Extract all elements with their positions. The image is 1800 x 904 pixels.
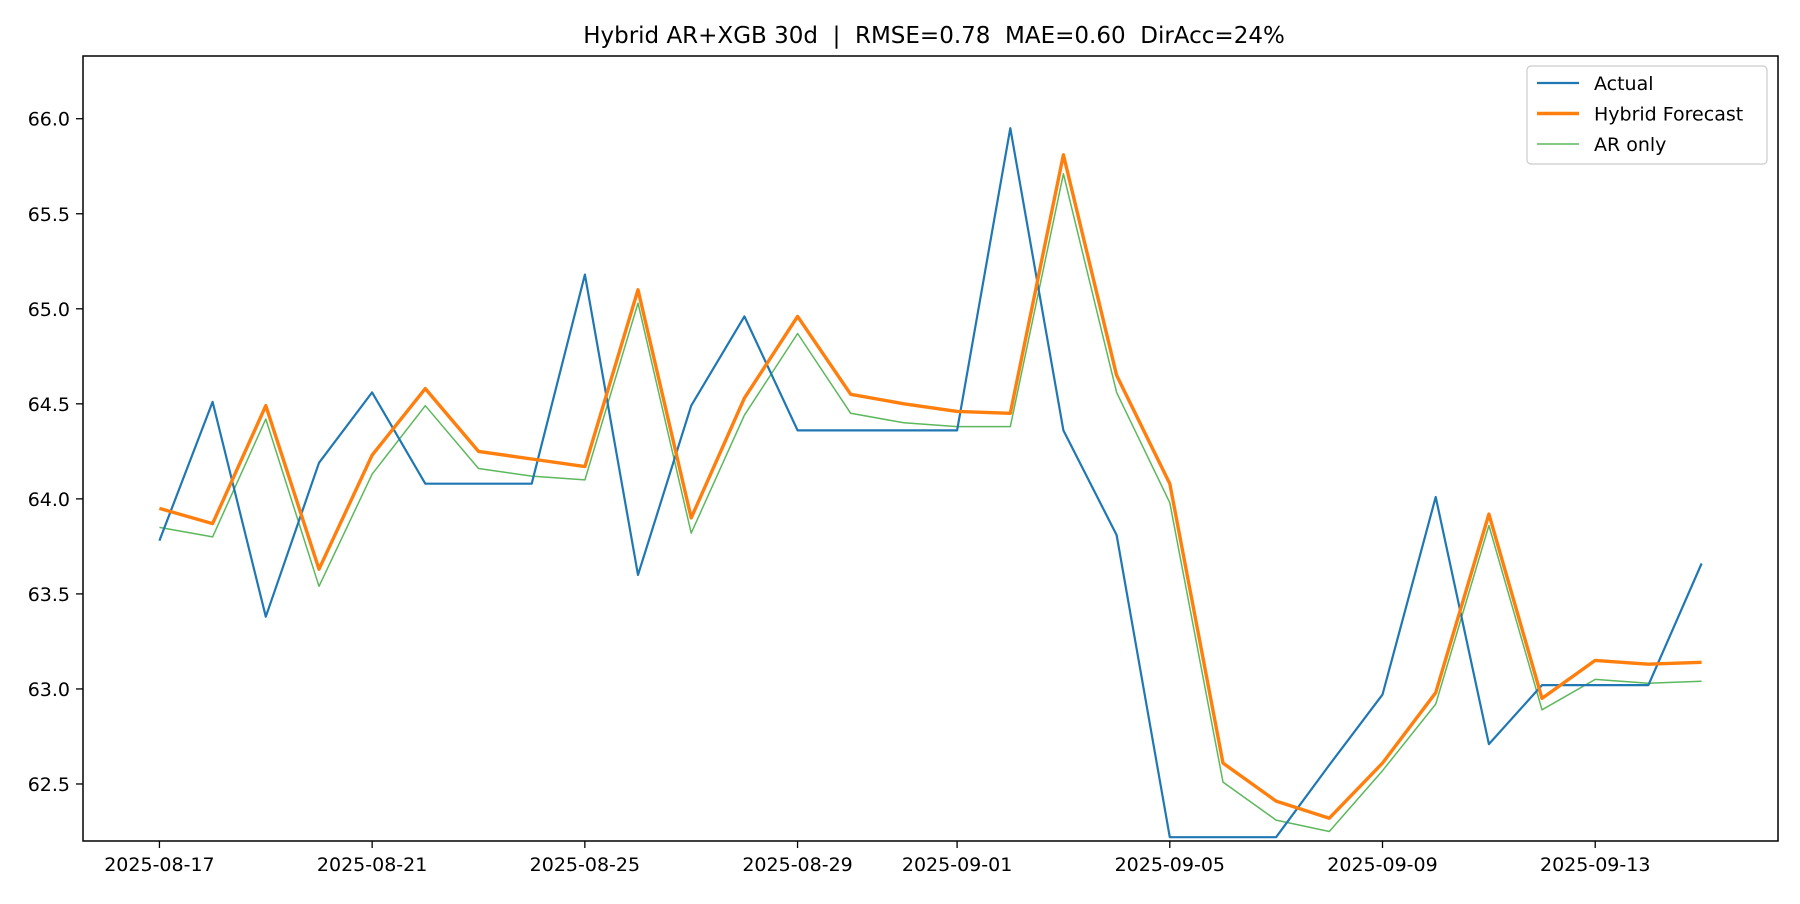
series-line-actual [158,127,1703,839]
legend-box [1526,65,1768,165]
plot-area-frame [82,55,1779,842]
y-tick-label: 62.5 [28,774,70,796]
x-tick-label: 2025-09-05 [1115,854,1225,876]
series-line-ar-only [159,173,1702,833]
axes: 2025-08-17 2025-08-21 2025-08-25 2025-08-29… [28,109,1651,876]
legend-label-hybrid-forecast: Hybrid Forecast [1594,104,1743,126]
x-tick-label: 2025-08-21 [317,854,427,876]
x-tick-label: 2025-09-01 [902,854,1012,876]
series-lines [158,127,1703,839]
x-tick-label: 2025-08-25 [530,854,640,876]
y-tick-label: 64.5 [28,394,70,416]
y-tick-label: 63.5 [28,584,70,606]
x-tick-label: 2025-09-09 [1327,854,1437,876]
y-tick-label: 66.0 [28,109,70,131]
legend-label-actual: Actual [1594,73,1654,95]
series-line-hybrid-forecast [158,153,1702,820]
x-tick-label: 2025-09-13 [1540,854,1650,876]
x-tick-label: 2025-08-29 [742,854,852,876]
legend-label-ar-only: AR only [1594,134,1666,156]
y-tick-label: 65.5 [28,204,70,226]
chart-title: Hybrid AR+XGB 30d | RMSE=0.78 MAE=0.60 D… [583,23,1285,49]
y-tick-label: 64.0 [28,489,70,511]
legend: Actual Hybrid Forecast AR only [1526,65,1768,165]
y-tick-label: 65.0 [28,299,70,321]
y-tick-label: 63.0 [28,679,70,701]
x-tick-label: 2025-08-17 [104,854,214,876]
